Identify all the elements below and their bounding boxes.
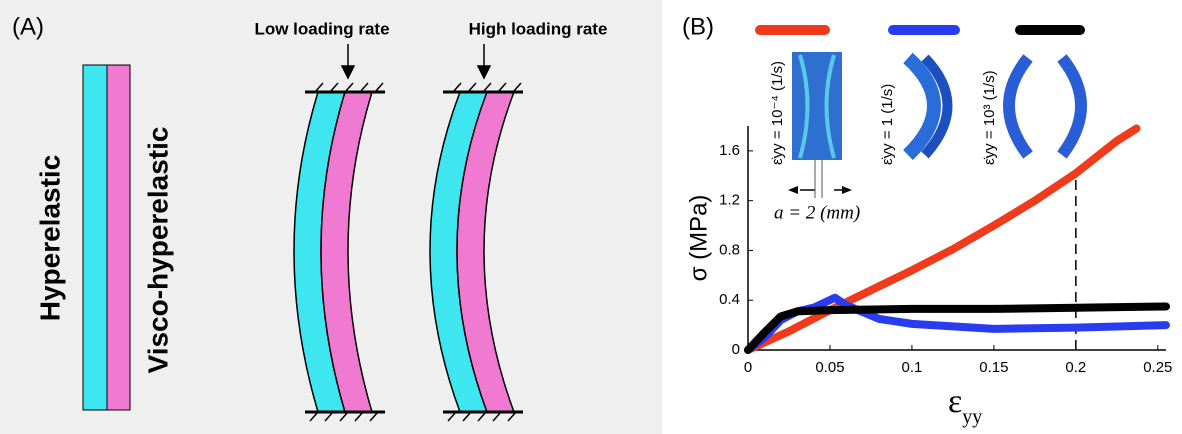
legend-label: ε̇yy = 1 (1/s)	[879, 84, 896, 165]
x-tick-label: 0.05	[815, 359, 844, 376]
series-line	[744, 124, 1141, 354]
low-rate-beam	[293, 44, 385, 422]
visco-layer	[106, 64, 131, 411]
condition-label: Low loading rate	[254, 19, 389, 38]
x-tick-label: 0.15	[979, 359, 1008, 376]
y-axis-label: σ (MPa)	[685, 195, 712, 282]
y-tick-label: 0.8	[719, 241, 740, 258]
x-tick-label: 0.2	[1065, 359, 1086, 376]
high-rate-beam	[429, 44, 523, 422]
condition-label: High loading rate	[469, 19, 608, 38]
fe-inset	[788, 52, 1087, 198]
panel-label: (B)	[682, 13, 714, 40]
x-axis-label: εyy	[948, 383, 982, 428]
x-tick-label: 0	[744, 359, 752, 376]
hyperelastic-layer	[82, 64, 108, 411]
y-tick-label: 1.6	[719, 142, 740, 159]
y-tick-label: 0.4	[719, 291, 740, 308]
series-line	[744, 302, 1170, 354]
x-label-symbol: ε	[948, 383, 962, 420]
legend-label: ε̇yy = 10³ (1/s)	[981, 70, 998, 165]
y-tick-label: 1.2	[719, 192, 740, 209]
x-label-subscript: yy	[962, 406, 982, 428]
panel-label: (A)	[12, 13, 44, 40]
legend-label: ε̇yy = 10⁻⁴ (1/s)	[769, 61, 786, 165]
y-tick-label: 0	[732, 341, 740, 358]
layer-label: Hyperelastic	[34, 155, 65, 322]
annotation: a = 2 (mm)	[774, 202, 860, 223]
x-tick-label: 0.25	[1143, 359, 1172, 376]
layer-label: Visco-hyperelastic	[142, 127, 173, 374]
x-tick-label: 0.1	[901, 359, 922, 376]
